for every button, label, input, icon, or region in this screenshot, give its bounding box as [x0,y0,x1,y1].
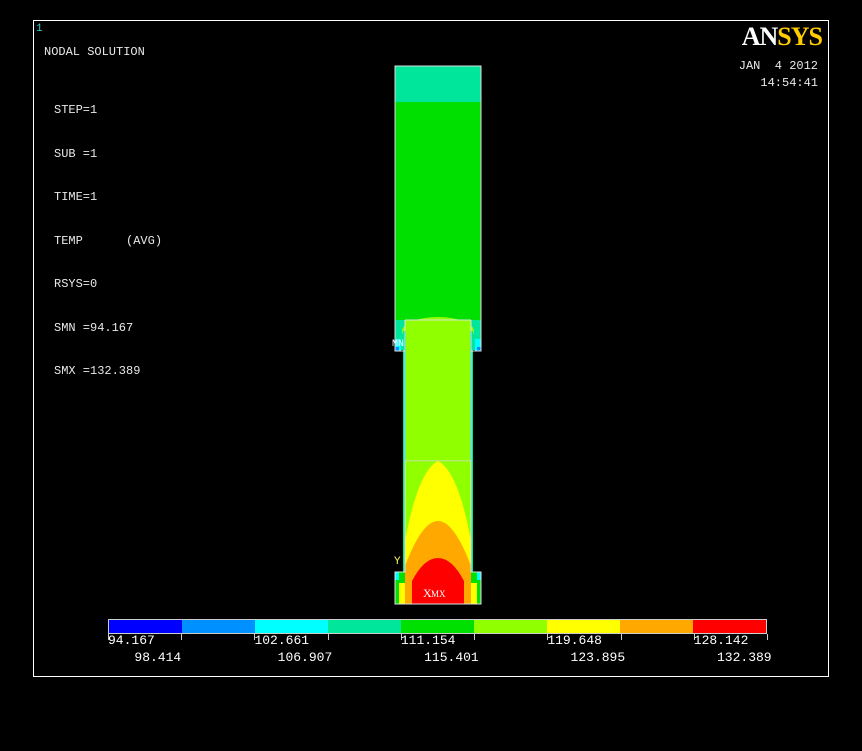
legend-label: 115.401 [424,650,479,665]
solution-info: STEP=1 SUB =1 TIME=1 TEMP (AVG) RSYS=0 S… [54,75,162,408]
legend-swatch-1 [109,620,182,633]
legend-tick [327,634,329,640]
legend-tick [474,634,476,640]
x-axis-label: X [423,586,432,600]
legend-tick [400,634,402,640]
legend-label: 128.142 [693,633,749,648]
window-number: 1 [36,23,43,35]
info-smx: SMX =132.389 [54,364,141,378]
contour-legend-bar [108,619,767,634]
part-outline [394,65,482,605]
legend-swatch-9 [693,620,766,633]
graphics-viewport: 1 NODAL SOLUTION STEP=1 SUB =1 TIME=1 TE… [33,20,829,677]
upper-body-region [395,102,481,320]
temperature-contour-model: MN Y X MX [392,65,482,605]
legend-swatch-2 [182,620,255,633]
legend-label: 111.154 [400,633,456,648]
legend-swatch-4 [328,620,401,633]
legend-label: 123.895 [570,650,626,665]
y-axis-label: Y [394,556,401,568]
ansys-logo: ANSYS [741,22,823,51]
bottom-flange-right-cyan [477,572,481,580]
plot-date: JAN 4 2012 [738,59,818,73]
contour-red [412,558,464,604]
plot-time: 14:54:41 [760,76,818,90]
legend-label: 132.389 [717,650,772,665]
legend-swatch-7 [547,620,620,633]
legend-tick [181,634,183,640]
bottom-flange-left-hot [399,583,405,604]
min-marker: MN [392,339,404,350]
flange-left-blue [395,347,399,351]
legend-label: 98.414 [134,650,182,665]
legend-tick [254,634,256,640]
legend-tick [620,634,622,640]
info-time: TIME=1 [54,190,98,204]
max-marker: MX [431,589,446,599]
legend-label: 102.661 [254,633,310,648]
legend-label: 106.907 [277,650,333,665]
legend-tick [108,634,109,640]
legend-swatch-8 [620,620,693,633]
flange-left-edge [395,320,405,350]
legend-tick [693,634,695,640]
bottom-flange-left-cyan [395,572,399,580]
legend-tick [547,634,549,640]
info-sub: SUB =1 [54,146,98,161]
legend-label: 94.167 [108,633,155,648]
solution-title: NODAL SOLUTION [44,45,145,59]
stem-region [405,320,471,461]
flange-left-cyan [395,339,401,351]
bottom-flange-right-hot [471,583,477,604]
flange-right-edge [471,320,481,350]
legend-tick [767,634,768,640]
top-cap-region [395,66,481,102]
info-smn: SMN =94.167 [54,320,134,335]
legend-label: 119.648 [547,633,602,648]
info-step: STEP=1 [54,103,98,117]
legend-swatch-3 [255,620,328,633]
flange-right-cyan [475,339,481,351]
info-rsys: RSYS=0 [54,277,98,291]
legend-swatch-6 [474,620,547,633]
info-temp: TEMP (AVG) [54,233,163,248]
legend-swatch-5 [401,620,474,633]
flange-right-blue [477,347,481,351]
